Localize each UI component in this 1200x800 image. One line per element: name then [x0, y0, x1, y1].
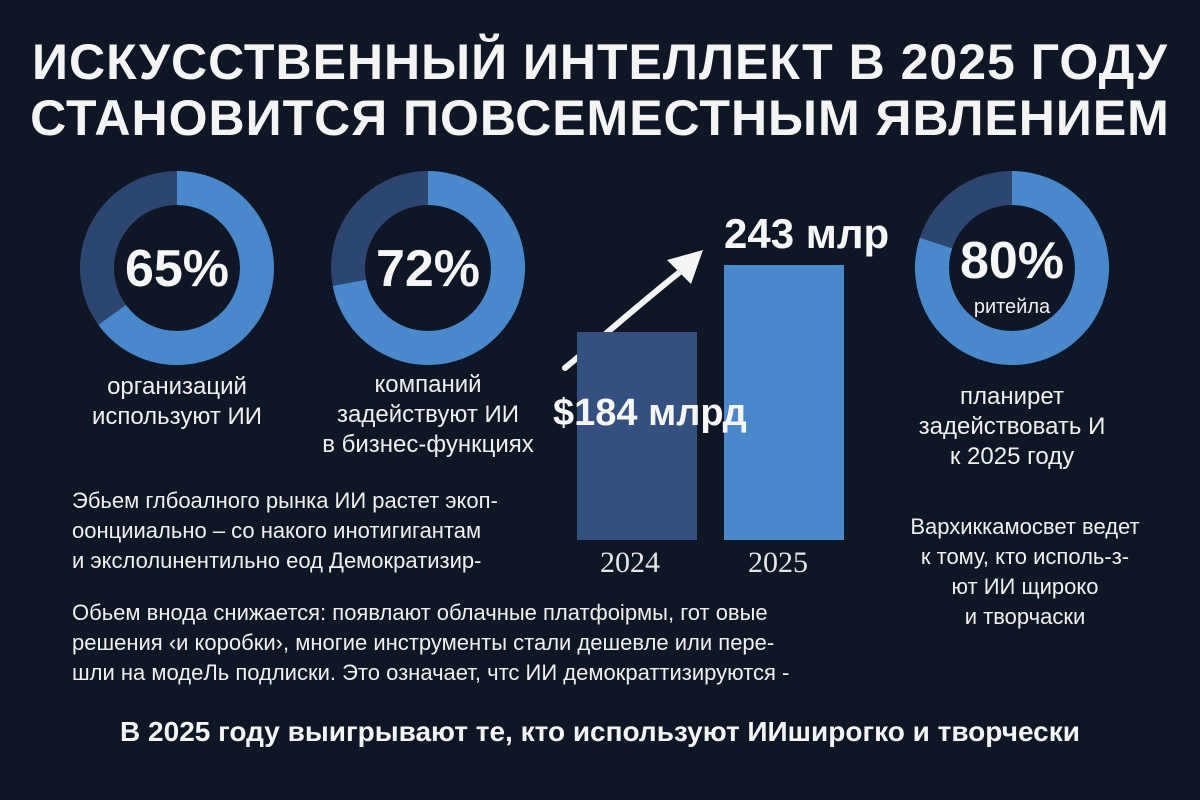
- caption-line: используют ИИ: [91, 403, 263, 430]
- stat-caption: организаций используют ИИ: [57, 372, 297, 432]
- bar-data-label-2025: 243 млр: [724, 210, 890, 257]
- stat-subtitle: ритейла: [974, 296, 1051, 318]
- title-line-1: ИСКУССТВЕННЫЙ ИНТЕЛЛЕКТ В 2025 ГОДУ: [32, 34, 1168, 90]
- stat-caption: компаний задействуют ИИ в бизнес-функция…: [298, 370, 558, 460]
- text-line: Эбьем глбоалного рынка ИИ растет экоп-: [72, 488, 498, 513]
- title-line-2: СТАНОВИТСЯ ПОВСЕМЕСТНЫМ ЯВЛЕНИЕМ: [30, 90, 1170, 146]
- footer-statement: В 2025 году выигрывают те, кто использую…: [120, 716, 1080, 747]
- democratization-text: Обьем внода снижается: появлают облачные…: [72, 598, 789, 688]
- donut-ring: 80% ритейла: [915, 171, 1109, 365]
- caption-line: планирет: [960, 383, 1064, 410]
- text-line: шли на модеЛь подлиски. Это означает, чт…: [72, 660, 790, 685]
- donut-chart-retail: 80% ритейла: [912, 168, 1112, 368]
- donut-ring: 72%: [331, 171, 525, 365]
- text-line: и экслолuнентильно еод Демократизир-: [72, 548, 482, 573]
- page-title: ИСКУССТВЕННЫЙ ИНТЕЛЛЕКТ В 2025 ГОДУ СТАН…: [0, 34, 1200, 146]
- text-line: к тому, кто исполь-з-: [920, 544, 1130, 569]
- ring-fill: [80, 171, 274, 365]
- text-line: ют ИИ щироко: [951, 574, 1099, 599]
- market-growth-text: Эбьем глбоалного рынка ИИ растет экоп- о…: [72, 486, 498, 576]
- text-line: Обьем внода снижается: появлают облачные…: [72, 600, 768, 625]
- stat-value: 72%: [376, 240, 480, 298]
- caption-line: в бизнес-функциях: [322, 431, 534, 458]
- ring-fill: [915, 171, 1109, 365]
- caption-line: задействовать И: [918, 413, 1106, 440]
- donut-chart-companies: 72%: [328, 168, 528, 368]
- caption-line: задействуют ИИ: [337, 401, 519, 428]
- text-line: и творчаски: [964, 604, 1086, 629]
- bar-value-2024: $184 млрд: [553, 392, 747, 434]
- donut-ring: 65%: [80, 171, 274, 365]
- stat-caption: планирет задействовать И к 2025 году: [892, 382, 1132, 472]
- donut-chart-organizations: 65%: [77, 168, 277, 368]
- caption-line: организаций: [107, 373, 247, 400]
- ring-fill: [331, 171, 525, 365]
- bar-data-label-2024: $184 млрд: [553, 392, 747, 435]
- stat-value: 65%: [125, 240, 229, 298]
- text-line: оонцииально – со накого инотигигантам: [72, 518, 482, 543]
- caption-line: к 2025 году: [949, 443, 1075, 470]
- text-line: Вархиккамосвет ведет: [910, 514, 1140, 539]
- bar-2024: [577, 331, 697, 540]
- stat-value: 80%: [960, 232, 1064, 290]
- x-tick-label: 2025: [748, 546, 808, 579]
- x-tick-label: 2024: [600, 546, 660, 579]
- right-note: Вархиккамосвет ведет к тому, кто исполь-…: [890, 512, 1160, 632]
- text-line: решения ‹и коробки›, многие инструменты …: [72, 630, 775, 655]
- caption-line: компаний: [374, 371, 482, 398]
- bar-2025: [724, 265, 844, 540]
